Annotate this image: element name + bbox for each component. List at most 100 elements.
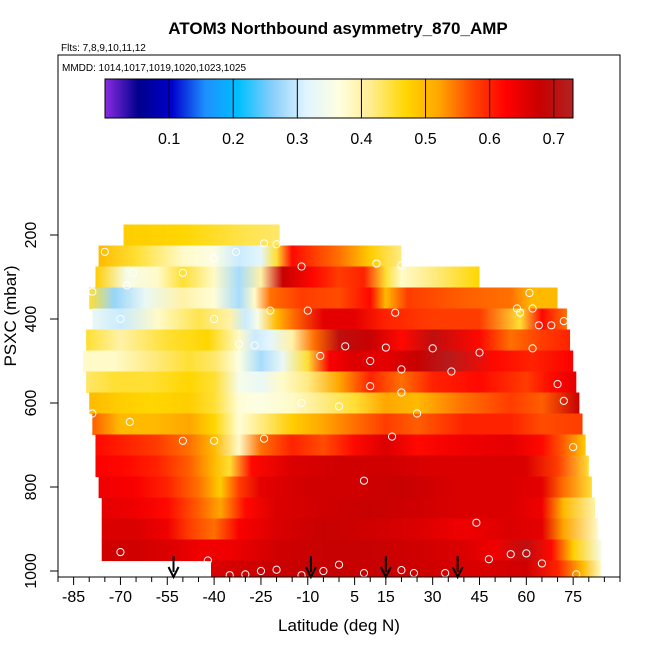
observation-point [225,571,234,577]
observation-point [397,365,406,374]
observation-point [372,259,381,268]
profile-arrow [451,556,464,580]
heatmap-band [86,329,571,352]
chart-title: ATOM3 Northbound asymmetry_870_AMP [168,19,507,38]
observation-point [303,306,312,315]
colorbar-tick-label: 0.1 [158,131,180,148]
colorbar-frame [104,78,574,119]
observation-point [475,348,484,357]
observation-point [528,344,537,353]
heatmap-band [101,497,596,520]
observation-point [484,555,493,564]
observation-point [553,380,562,389]
observation-point [537,559,547,568]
profile-arrow [305,556,317,580]
profile-arrow [167,556,180,580]
observation-point [272,565,281,574]
observation-point [522,549,531,558]
heatmap-band [95,266,480,289]
observation-point [569,443,578,452]
observation-point [572,570,581,577]
colorbar-tick-label: 0.4 [350,131,372,148]
observation-point [210,314,219,324]
observation-point [334,560,344,569]
observation-point [528,304,537,313]
y-axis-label: PSXC (mbar) [1,265,20,366]
observation-point [297,262,306,271]
observation-point [381,343,390,352]
heatmap-band [98,245,402,268]
observation-point [178,436,187,445]
observation-point [266,306,275,315]
y-tick-label: 400 [23,306,40,333]
observation-point [397,566,406,575]
y-tick-label: 200 [23,222,40,249]
heatmap-band [86,371,577,394]
x-tick-label: -10 [296,589,319,606]
observation-point [515,308,525,317]
colorbar-tick-label: 0.3 [286,131,308,148]
observation-points [88,239,581,577]
observation-point [341,342,350,351]
observation-point [256,566,266,576]
x-tick-label: 15 [377,589,395,606]
heatmap-band [89,392,580,415]
heatmap-band [95,455,589,478]
flights-label: Flts: 7,8,9,10,11,12 [61,43,146,54]
observation-point [506,550,515,559]
x-axis-label: Latitude (deg N) [278,616,400,635]
heatmap-band [92,413,583,436]
x-tick-label: -40 [203,589,226,606]
observation-point [397,261,406,270]
x-tick-label: 45 [471,589,489,606]
colorbar-gradient [105,79,573,118]
observation-point [128,268,138,277]
heatmap-band [101,518,599,541]
observation-point [547,321,556,330]
observation-point [210,254,219,263]
observation-point [250,341,259,350]
observation-point [412,409,422,418]
colorbar-tick-label: 0.5 [414,131,436,148]
heatmap-band [89,287,558,310]
observation-point [428,344,437,353]
observation-point [316,351,325,361]
observation-point [231,247,241,256]
observation-point [272,240,281,249]
y-tick-label: 600 [23,390,40,417]
colorbar-tick-label: 0.7 [543,131,565,148]
observation-point [116,548,125,557]
observation-point [259,239,269,248]
observation-point [366,382,375,391]
observation-point [100,247,109,256]
x-tick-label: 30 [424,589,442,606]
x-tick-label: -25 [249,589,272,606]
heatmap-band [210,560,602,577]
observation-point [297,571,306,577]
observation-point [259,434,269,443]
observation-point [122,281,131,290]
observation-point [241,570,250,577]
observation-point [125,417,134,426]
observation-point [397,388,406,397]
heatmap-field [82,224,602,577]
x-tick-label: -85 [62,589,85,606]
x-tick-label: -55 [156,589,179,606]
heatmap-band [82,350,574,373]
mmdd-label: MMDD: 1014,1017,1019,1020,1023,1025 [62,63,246,74]
y-tick-label: 1000 [23,553,40,589]
observation-point [472,518,481,527]
observation-point [88,409,97,418]
observation-point [559,396,568,405]
colorbar: 0.1 0.2 0.3 0.4 0.5 0.6 0.7 [104,78,574,148]
heatmap-band [92,308,567,331]
colorbar-tick-label: 0.6 [479,131,501,148]
colorbar-tick-label: 0.2 [222,131,244,148]
observation-point [178,268,187,277]
y-tick-label: 800 [23,474,40,501]
heatmap-band [98,476,592,499]
observation-point [319,566,328,576]
observation-point [210,436,219,445]
observation-point [559,317,568,326]
